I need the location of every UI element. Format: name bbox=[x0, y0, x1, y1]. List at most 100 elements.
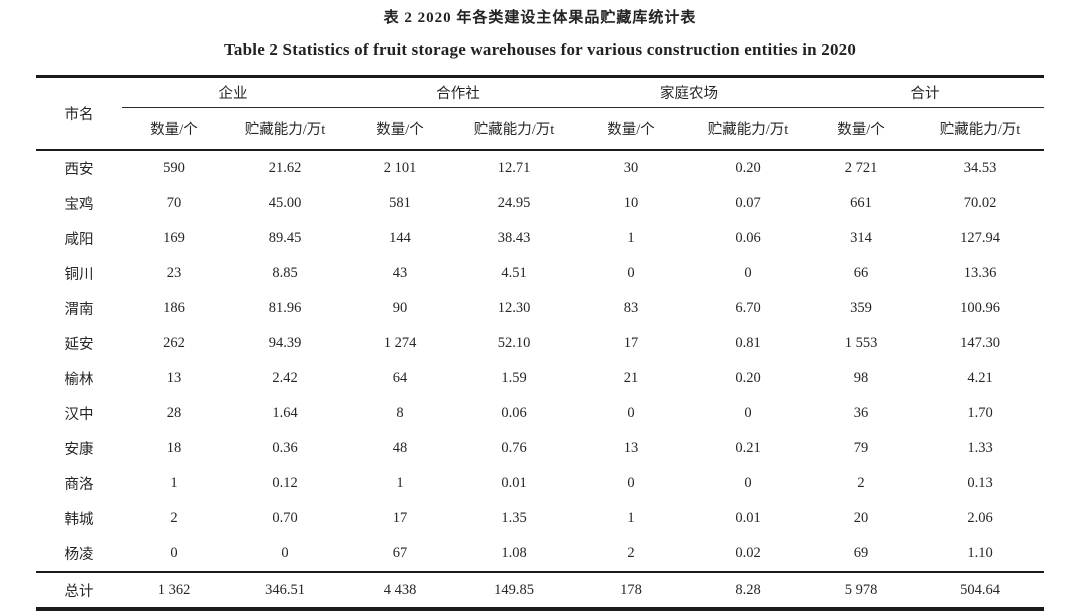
table-row: 渭南 186 81.96 90 12.30 83 6.70 359 100.96 bbox=[36, 291, 1044, 326]
value-cell: 34.53 bbox=[963, 160, 997, 176]
value-cell: 0 bbox=[281, 545, 289, 561]
city-cell: 延安 bbox=[64, 337, 94, 353]
value-cell: 66 bbox=[853, 265, 869, 281]
city-cell: 咸阳 bbox=[64, 232, 94, 248]
group-header-enterprise: 企业 bbox=[122, 76, 344, 108]
value-cell: 2 721 bbox=[844, 160, 878, 176]
value-cell: 590 bbox=[163, 160, 185, 176]
column-header-capacity: 贮藏能力/万t bbox=[456, 107, 572, 151]
value-cell: 24.95 bbox=[497, 195, 531, 211]
table-row: 铜川 23 8.85 43 4.51 0 0 66 13.36 bbox=[36, 256, 1044, 291]
table-total-row: 总计 1 362 346.51 4 438 149.85 178 8.28 5 978 504.… bbox=[36, 571, 1044, 609]
value-cell: 0.02 bbox=[735, 545, 761, 561]
value-cell: 0.06 bbox=[735, 230, 761, 246]
value-cell: 1 362 bbox=[122, 571, 226, 609]
value-cell: 661 bbox=[850, 195, 872, 211]
value-cell: 89.45 bbox=[268, 230, 302, 246]
value-cell: 52.10 bbox=[497, 335, 531, 351]
value-cell: 23 bbox=[166, 265, 182, 281]
value-cell: 13 bbox=[166, 370, 182, 386]
city-cell: 安康 bbox=[64, 442, 94, 458]
value-cell: 13 bbox=[623, 440, 639, 456]
value-cell: 70 bbox=[166, 195, 182, 211]
value-cell: 10 bbox=[623, 195, 639, 211]
value-cell: 0.76 bbox=[501, 440, 527, 456]
value-cell: 4 438 bbox=[344, 571, 456, 609]
value-cell: 83 bbox=[623, 300, 639, 316]
city-cell: 铜川 bbox=[64, 267, 94, 283]
value-cell: 90 bbox=[392, 300, 408, 316]
table-caption: 表 2 2020 年各类建设主体果品贮藏库统计表 Table 2 Statist… bbox=[0, 7, 1080, 62]
table-row: 榆林 13 2.42 64 1.59 21 0.20 98 4.21 bbox=[36, 361, 1044, 396]
value-cell: 21.62 bbox=[268, 160, 302, 176]
value-cell: 98 bbox=[853, 370, 869, 386]
group-header-row: 市名 企业 合作社 家庭农场 合计 bbox=[36, 76, 1044, 151]
city-cell: 榆林 bbox=[64, 372, 94, 388]
value-cell: 2 101 bbox=[383, 160, 417, 176]
value-cell: 100.96 bbox=[960, 300, 1000, 316]
sub-header-row: 数量/个 贮藏能力/万t 数量/个 贮藏能力/万t 数量/个 贮藏能力/万t 数… bbox=[36, 107, 1044, 151]
value-cell: 1 bbox=[627, 510, 635, 526]
table-row: 韩城 2 0.70 17 1.35 1 0.01 20 2.06 bbox=[36, 501, 1044, 536]
value-cell: 94.39 bbox=[268, 335, 302, 351]
value-cell: 20 bbox=[853, 510, 869, 526]
value-cell: 0.06 bbox=[501, 405, 527, 421]
column-header-capacity: 贮藏能力/万t bbox=[690, 107, 806, 151]
value-cell: 70.02 bbox=[963, 195, 997, 211]
value-cell: 2 bbox=[857, 475, 865, 491]
value-cell: 1.33 bbox=[967, 440, 993, 456]
city-cell: 西安 bbox=[64, 162, 94, 178]
value-cell: 21 bbox=[623, 370, 639, 386]
value-cell: 0 bbox=[744, 405, 752, 421]
value-cell: 2 bbox=[170, 510, 178, 526]
value-cell: 0.20 bbox=[735, 370, 761, 386]
city-cell: 渭南 bbox=[64, 302, 94, 318]
value-cell: 8.28 bbox=[690, 571, 806, 609]
city-cell: 宝鸡 bbox=[64, 197, 94, 213]
column-header-quantity: 数量/个 bbox=[122, 107, 226, 151]
value-cell: 18 bbox=[166, 440, 182, 456]
column-header-quantity: 数量/个 bbox=[806, 107, 916, 151]
value-cell: 81.96 bbox=[268, 300, 302, 316]
value-cell: 67 bbox=[392, 545, 408, 561]
value-cell: 149.85 bbox=[456, 571, 572, 609]
value-cell: 8 bbox=[396, 405, 404, 421]
value-cell: 0.81 bbox=[735, 335, 761, 351]
value-cell: 1 274 bbox=[383, 335, 417, 351]
value-cell: 1.59 bbox=[501, 370, 527, 386]
value-cell: 79 bbox=[853, 440, 869, 456]
group-header-cooperative: 合作社 bbox=[344, 76, 572, 108]
value-cell: 127.94 bbox=[960, 230, 1000, 246]
value-cell: 36 bbox=[853, 405, 869, 421]
value-cell: 28 bbox=[166, 405, 182, 421]
value-cell: 1 bbox=[396, 475, 404, 491]
table-row: 延安 262 94.39 1 274 52.10 17 0.81 1 553 147.30 bbox=[36, 326, 1044, 361]
value-cell: 69 bbox=[853, 545, 869, 561]
value-cell: 0.01 bbox=[501, 475, 527, 491]
table-row: 安康 18 0.36 48 0.76 13 0.21 79 1.33 bbox=[36, 431, 1044, 466]
value-cell: 2 bbox=[627, 545, 635, 561]
value-cell: 0.36 bbox=[272, 440, 298, 456]
value-cell: 346.51 bbox=[226, 571, 344, 609]
value-cell: 38.43 bbox=[497, 230, 531, 246]
value-cell: 1.64 bbox=[272, 405, 298, 421]
value-cell: 2.42 bbox=[272, 370, 298, 386]
table-row: 咸阳 169 89.45 144 38.43 1 0.06 314 127.94 bbox=[36, 221, 1044, 256]
value-cell: 262 bbox=[163, 335, 185, 351]
value-cell: 0.70 bbox=[272, 510, 298, 526]
value-cell: 0 bbox=[744, 475, 752, 491]
value-cell: 6.70 bbox=[735, 300, 761, 316]
value-cell: 0 bbox=[170, 545, 178, 561]
value-cell: 13.36 bbox=[963, 265, 997, 281]
value-cell: 1.10 bbox=[967, 545, 993, 561]
value-cell: 0.12 bbox=[272, 475, 298, 491]
fruit-storage-table: 市名 企业 合作社 家庭农场 合计 数量/个 贮藏能力/万t 数量/个 贮藏能力… bbox=[36, 75, 1044, 611]
table-row: 汉中 28 1.64 8 0.06 0 0 36 1.70 bbox=[36, 396, 1044, 431]
city-cell: 商洛 bbox=[64, 477, 94, 493]
value-cell: 1.08 bbox=[501, 545, 527, 561]
value-cell: 1 bbox=[627, 230, 635, 246]
table-header: 市名 企业 合作社 家庭农场 合计 数量/个 贮藏能力/万t 数量/个 贮藏能力… bbox=[36, 76, 1044, 151]
table-body: 西安 590 21.62 2 101 12.71 30 0.20 2 721 34.53 宝鸡 70… bbox=[36, 150, 1044, 609]
value-cell: 581 bbox=[389, 195, 411, 211]
